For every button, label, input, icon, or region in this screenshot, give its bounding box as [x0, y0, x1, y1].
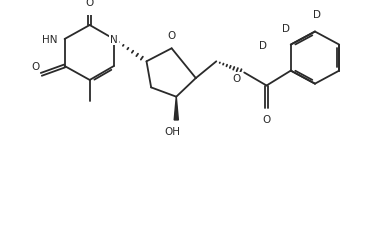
- Text: O: O: [232, 74, 240, 84]
- Text: HN: HN: [42, 35, 57, 45]
- Text: D: D: [313, 10, 321, 20]
- Text: OH: OH: [164, 127, 181, 137]
- Polygon shape: [174, 97, 178, 121]
- Text: O: O: [31, 62, 39, 72]
- Text: D: D: [282, 24, 290, 34]
- Text: O: O: [168, 31, 176, 41]
- Text: N: N: [110, 35, 118, 45]
- Text: O: O: [262, 115, 271, 125]
- Text: O: O: [86, 0, 94, 8]
- Text: D: D: [259, 40, 267, 50]
